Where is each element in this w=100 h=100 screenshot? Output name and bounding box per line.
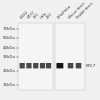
Text: 3T3: 3T3 xyxy=(33,12,40,19)
Bar xyxy=(18,23,53,90)
Bar xyxy=(55,23,85,90)
FancyBboxPatch shape xyxy=(56,63,63,68)
FancyBboxPatch shape xyxy=(76,63,81,68)
Text: 55kDa: 55kDa xyxy=(2,36,15,40)
FancyBboxPatch shape xyxy=(20,63,25,68)
Text: MCF7: MCF7 xyxy=(26,10,36,19)
FancyBboxPatch shape xyxy=(33,63,38,68)
FancyBboxPatch shape xyxy=(26,63,32,68)
Text: K-562: K-562 xyxy=(19,10,29,19)
Text: 293: 293 xyxy=(46,12,53,19)
Text: 40kDa: 40kDa xyxy=(2,46,15,50)
Text: 70kDa: 70kDa xyxy=(2,27,15,31)
Text: SiHa/HeLa: SiHa/HeLa xyxy=(57,4,73,19)
FancyBboxPatch shape xyxy=(46,63,51,68)
FancyBboxPatch shape xyxy=(68,63,73,68)
Text: Mouse brain: Mouse brain xyxy=(68,1,86,19)
Text: Rabbit brain: Rabbit brain xyxy=(76,1,94,19)
Text: RPL7: RPL7 xyxy=(86,64,96,68)
Text: 35kDa: 35kDa xyxy=(2,55,15,59)
Text: Hela: Hela xyxy=(40,11,48,19)
Text: 15kDa: 15kDa xyxy=(2,83,15,87)
Text: 25kDa: 25kDa xyxy=(2,69,15,73)
FancyBboxPatch shape xyxy=(40,63,45,68)
